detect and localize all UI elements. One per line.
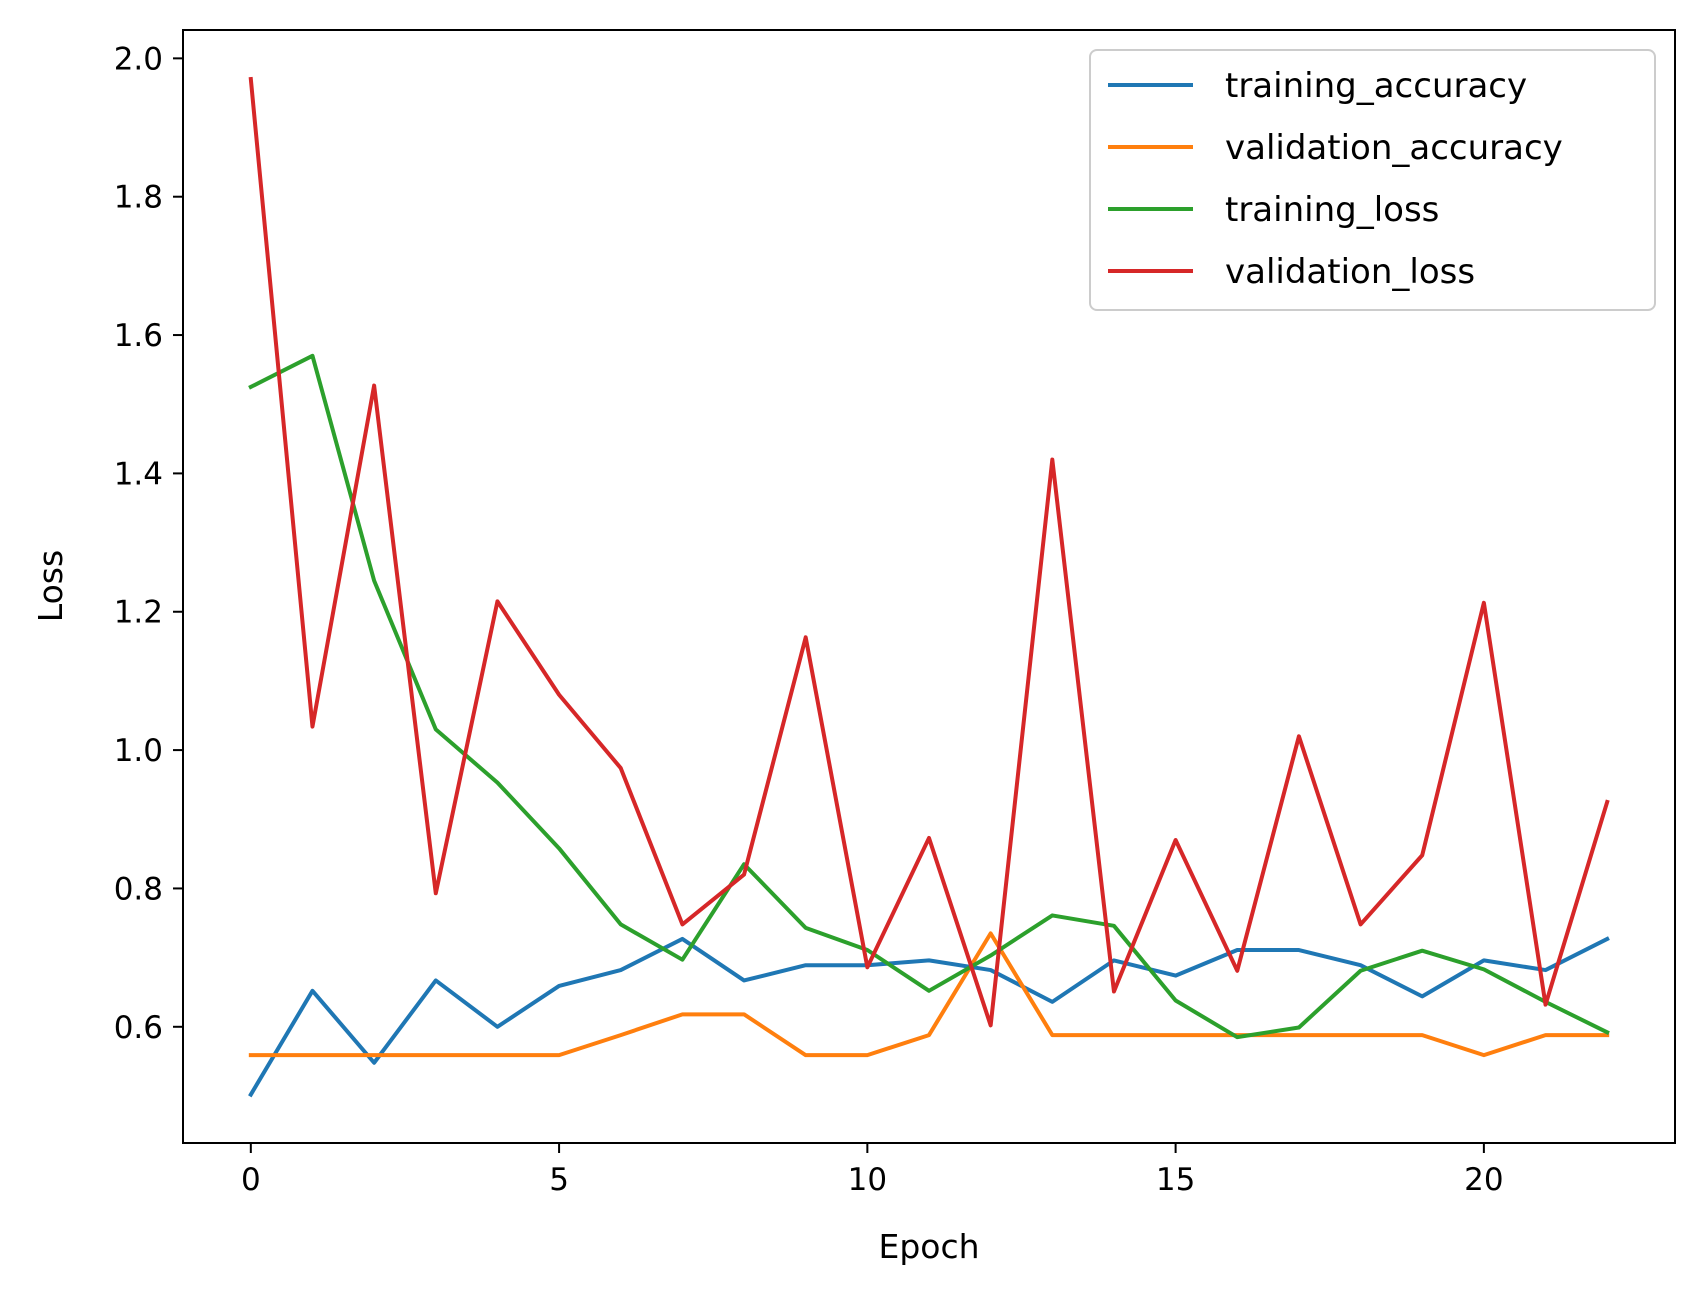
legend-label-training-loss: training_loss	[1225, 190, 1439, 230]
y-tick-label: 0.8	[114, 871, 163, 907]
x-axis-label: Epoch	[878, 1227, 979, 1266]
legend: training_accuracy validation_accuracytrai…	[1090, 50, 1655, 310]
y-tick-label: 0.6	[114, 1010, 163, 1046]
y-tick-label: 1.4	[114, 456, 163, 492]
x-tick-label: 15	[1156, 1162, 1195, 1198]
y-axis-label: Loss	[31, 550, 70, 622]
x-tick-label: 5	[549, 1162, 569, 1198]
legend-label-training-accuracy: training_accuracy	[1225, 66, 1527, 106]
x-tick-label: 20	[1464, 1162, 1503, 1198]
legend-label-validation-loss: validation_loss	[1225, 252, 1475, 292]
y-tick-label: 1.6	[114, 318, 163, 354]
y-tick-label: 1.2	[114, 595, 163, 631]
y-tick-label: 1.8	[114, 180, 163, 216]
x-tick-label: 10	[848, 1162, 887, 1198]
legend-label-validation-accuracy: validation_accuracy	[1225, 128, 1563, 168]
y-tick-label: 2.0	[114, 41, 163, 77]
x-tick-label: 0	[241, 1162, 261, 1198]
y-tick-label: 1.0	[114, 733, 163, 769]
